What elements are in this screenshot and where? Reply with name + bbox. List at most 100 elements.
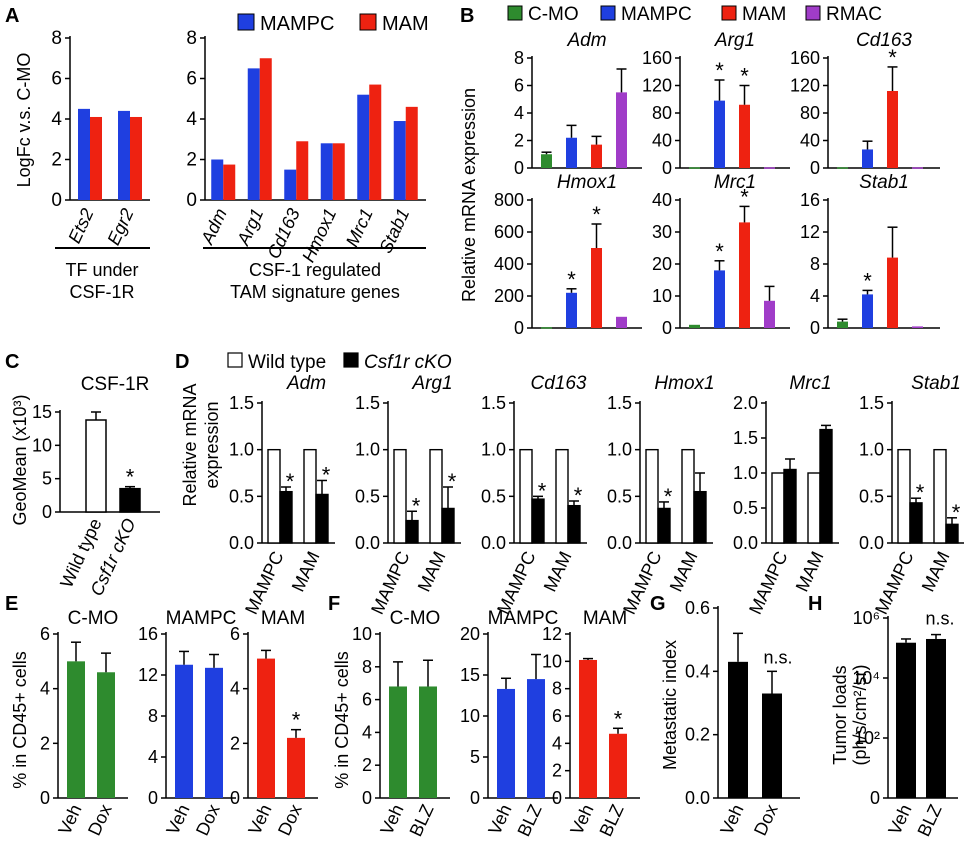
y-tick-label: 10	[652, 286, 672, 306]
y-tick-label: 20	[460, 624, 480, 644]
legend-swatch-mam	[359, 13, 377, 31]
y-tick-label: 1.5	[355, 393, 380, 413]
chart-title: MAMPC	[166, 608, 237, 629]
bar-wild-type	[681, 448, 695, 544]
chart-title: Adm	[286, 373, 326, 394]
y-tick-label: 2	[51, 150, 62, 171]
y-tick-label: 0	[662, 318, 672, 338]
x-tick-label: MAM	[918, 548, 954, 595]
bar-mam	[332, 143, 345, 200]
y-tick-label: 4	[51, 109, 62, 130]
x-tick-label: BLZ	[596, 801, 628, 839]
legend-label-mampc: MAMPC	[260, 13, 334, 35]
chart-a1: 0 2 4 6 8 Ets2 Egr2	[51, 28, 150, 248]
y-tick-label: 0	[40, 788, 50, 808]
x-tick-label: Veh	[484, 801, 515, 838]
y-tick-label: 2	[362, 755, 372, 775]
x-tick-label: Veh	[244, 801, 275, 838]
bar-wild-type	[933, 448, 947, 544]
legend-label-mam: MAM	[382, 13, 429, 35]
y-tick-label: 2.0	[733, 393, 758, 413]
legend-b: C-MO MAMPC MAM RMAC	[507, 4, 882, 25]
y-tick-label: 0.5	[607, 486, 632, 506]
x-tick-label: Ets2	[64, 205, 97, 246]
bar-dox	[97, 672, 115, 798]
y-tick-label: 30	[652, 222, 672, 242]
ylabel-b: Relative mRNA expression	[459, 88, 479, 302]
x-tick-label: Cd163	[263, 205, 304, 262]
legend-swatch-csf1r-cko	[343, 352, 359, 368]
chart-title: Adm	[566, 30, 606, 51]
y-tick-label: 16	[800, 190, 820, 210]
bar-wild-type	[303, 448, 317, 544]
bar-wild-type	[267, 448, 281, 544]
bar-mam	[739, 104, 750, 168]
caption-a2-line2: TAM signature genes	[230, 282, 400, 302]
x-tick-label: Veh	[376, 801, 407, 838]
ylabel-c: GeoMean (x10³)	[10, 394, 30, 525]
legend-swatch-mampc-b	[600, 5, 616, 21]
bar-csf1r-cko	[531, 498, 545, 544]
y-tick-label: 4	[40, 679, 50, 699]
chart-title: Stab1	[911, 373, 961, 394]
y-tick-label: 6	[51, 69, 62, 90]
y-tick-label: 0	[514, 318, 524, 338]
bar-mam	[591, 144, 602, 168]
bar-mam	[739, 222, 750, 328]
y-tick-label: 0.4	[685, 661, 710, 681]
panel-label-f: F	[328, 593, 340, 615]
bar-mampc	[320, 143, 333, 200]
legend-a: MAMPC MAM	[237, 13, 429, 35]
bar-mam	[259, 58, 272, 200]
ns-label: n.s.	[763, 647, 792, 667]
bar-veh	[67, 661, 85, 798]
significance-star: *	[740, 184, 749, 209]
y-tick-label: 0	[552, 788, 562, 808]
panel-label-a: A	[5, 5, 19, 27]
bar-mampc	[357, 94, 370, 200]
bar-csf1r-cko	[119, 487, 141, 513]
bar-mampc	[566, 137, 577, 168]
x-tick-label: Mrc1	[342, 205, 377, 250]
y-tick-label: 600	[494, 222, 524, 242]
y-tick-label: 200	[494, 286, 524, 306]
legend-swatch-mam-b	[721, 5, 737, 21]
significance-star: *	[715, 239, 724, 264]
ylabel-a: LogFc v.s. C-MO	[14, 53, 34, 188]
bar-rmac	[616, 316, 627, 328]
x-tick-label: Veh	[716, 801, 747, 838]
x-tick-label: Veh	[54, 801, 85, 838]
y-tick-label: 800	[494, 190, 524, 210]
y-tick-label: 10	[32, 435, 52, 455]
x-tick-label: Dox	[84, 801, 116, 838]
bar-csf1r-cko	[279, 490, 293, 544]
x-tick-label: MAMPC	[745, 548, 791, 617]
y-tick-label: 0	[514, 158, 524, 178]
bar-c-mo	[837, 167, 848, 169]
y-tick-label: 0	[362, 788, 372, 808]
x-tick-label: Veh	[566, 801, 597, 838]
bar-veh	[896, 642, 916, 798]
caption-a1-line1: TF under	[65, 260, 138, 280]
y-tick-label: 6	[362, 690, 372, 710]
chart-b-adm: 0 2 4 6 8 Adm	[514, 30, 642, 178]
bar-csf1r-cko	[405, 519, 419, 544]
y-tick-label: 1.5	[859, 393, 884, 413]
legend-label-rmac: RMAC	[826, 4, 882, 25]
significance-star: *	[592, 202, 601, 227]
bar-csf1r-cko	[441, 507, 455, 544]
y-tick-label: 1.5	[733, 428, 758, 448]
bar-mampc	[714, 270, 725, 328]
y-tick-label: 1.0	[481, 440, 506, 460]
bar-blz	[527, 679, 545, 798]
y-tick-label: 5	[470, 747, 480, 767]
y-tick-label: 6	[552, 706, 562, 726]
y-tick-label: 0	[148, 788, 158, 808]
x-tick-label: MAM	[540, 548, 576, 595]
y-tick-label: 160	[642, 48, 672, 68]
legend-label-mampc-b: MAMPC	[621, 4, 692, 25]
legend-label-mam-b: MAM	[742, 4, 786, 25]
